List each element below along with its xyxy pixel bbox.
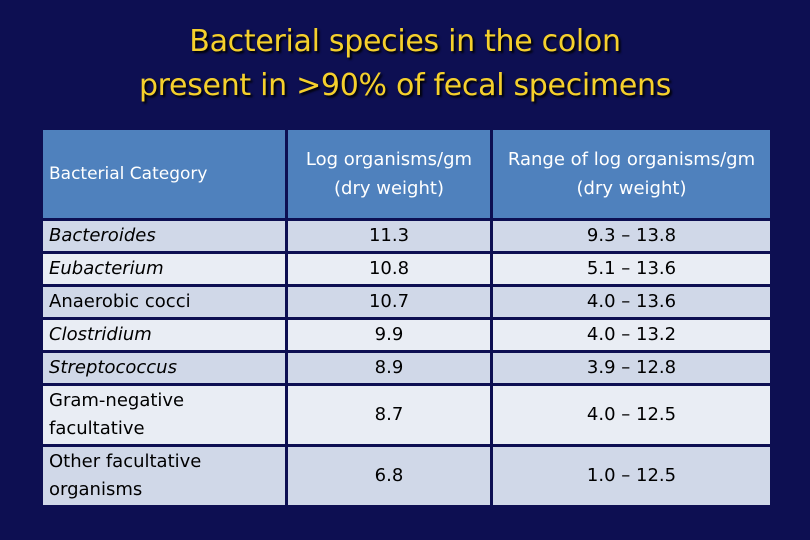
table-row: Clostridium 9.9 4.0 – 13.2 bbox=[40, 317, 773, 353]
slide-title-line-2: present in >90% of fecal specimens bbox=[138, 68, 672, 103]
cell-range: 5.1 – 13.6 bbox=[490, 251, 773, 287]
cell-category: Streptococcus bbox=[40, 350, 288, 386]
table-header: Bacterial Category Log organisms/gm (dry… bbox=[40, 127, 773, 221]
cell-log-value: 8.7 bbox=[285, 383, 493, 447]
header-bacterial-category: Bacterial Category bbox=[40, 127, 288, 221]
cell-log-value: 11.3 bbox=[285, 218, 493, 254]
header-row: Bacterial Category Log organisms/gm (dry… bbox=[40, 127, 773, 221]
cell-category: Eubacterium bbox=[40, 251, 288, 287]
cell-range: 4.0 – 13.6 bbox=[490, 284, 773, 320]
cell-range: 1.0 – 12.5 bbox=[490, 444, 773, 508]
table-body: Bacteroides 11.3 9.3 – 13.8 Eubacterium … bbox=[40, 218, 773, 508]
cell-log-value: 9.9 bbox=[285, 317, 493, 353]
cell-category: Other facultative organisms bbox=[40, 444, 288, 508]
slide-title: Bacterial species in the colon present i… bbox=[0, 20, 810, 108]
table-row: Anaerobic cocci 10.7 4.0 – 13.6 bbox=[40, 284, 773, 320]
cell-category: Anaerobic cocci bbox=[40, 284, 288, 320]
bacteria-table: Bacterial Category Log organisms/gm (dry… bbox=[40, 127, 773, 508]
table-row: Streptococcus 8.9 3.9 – 12.8 bbox=[40, 350, 773, 386]
table-row: Eubacterium 10.8 5.1 – 13.6 bbox=[40, 251, 773, 287]
cell-category: Bacteroides bbox=[40, 218, 288, 254]
cell-category: Gram-negative facultative bbox=[40, 383, 288, 447]
cell-log-value: 6.8 bbox=[285, 444, 493, 508]
table-row: Bacteroides 11.3 9.3 – 13.8 bbox=[40, 218, 773, 254]
slide-title-line-1: Bacterial species in the colon bbox=[189, 24, 621, 59]
cell-range: 3.9 – 12.8 bbox=[490, 350, 773, 386]
cell-log-value: 10.8 bbox=[285, 251, 493, 287]
cell-category: Clostridium bbox=[40, 317, 288, 353]
cell-log-value: 8.9 bbox=[285, 350, 493, 386]
cell-range: 9.3 – 13.8 bbox=[490, 218, 773, 254]
header-range-log-organisms: Range of log organisms/gm (dry weight) bbox=[490, 127, 773, 221]
table-row: Other facultative organisms 6.8 1.0 – 12… bbox=[40, 444, 773, 508]
cell-range: 4.0 – 12.5 bbox=[490, 383, 773, 447]
cell-range: 4.0 – 13.2 bbox=[490, 317, 773, 353]
cell-log-value: 10.7 bbox=[285, 284, 493, 320]
table-row: Gram-negative facultative 8.7 4.0 – 12.5 bbox=[40, 383, 773, 447]
header-log-organisms: Log organisms/gm (dry weight) bbox=[285, 127, 493, 221]
